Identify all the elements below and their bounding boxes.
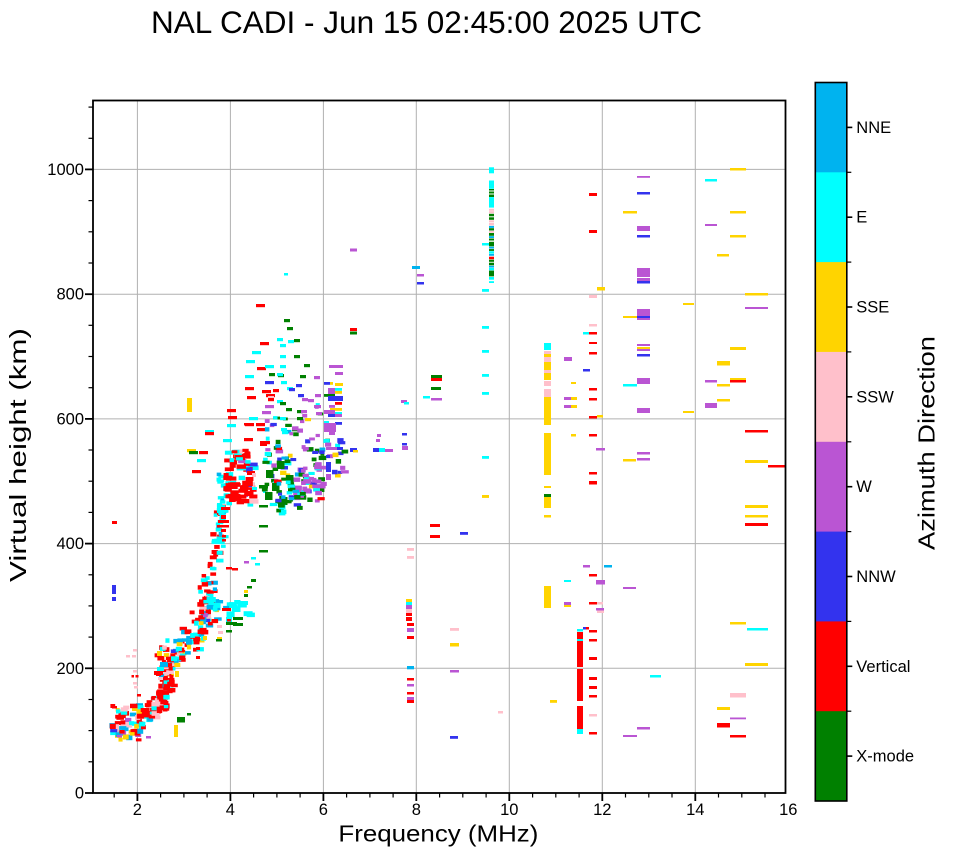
svg-text:SSW: SSW <box>856 388 894 406</box>
svg-text:W: W <box>856 478 872 496</box>
svg-text:10: 10 <box>500 801 518 819</box>
svg-text:Frequency (MHz): Frequency (MHz) <box>338 821 538 847</box>
svg-text:14: 14 <box>686 801 704 819</box>
svg-text:2: 2 <box>133 801 142 819</box>
svg-text:NAL CADI - Jun 15 02:45:00 202: NAL CADI - Jun 15 02:45:00 2025 UTC <box>151 4 702 40</box>
svg-text:NNE: NNE <box>856 119 891 137</box>
svg-text:0: 0 <box>75 785 84 803</box>
svg-text:200: 200 <box>56 660 84 678</box>
svg-text:6: 6 <box>319 801 328 819</box>
svg-text:X-mode: X-mode <box>856 748 914 766</box>
svg-text:NNW: NNW <box>856 568 896 586</box>
svg-text:Vertical: Vertical <box>856 658 910 676</box>
svg-text:16: 16 <box>779 801 797 819</box>
svg-text:Azimuth Direction: Azimuth Direction <box>914 336 940 550</box>
svg-text:400: 400 <box>56 535 84 553</box>
svg-text:Virtual height (km): Virtual height (km) <box>5 328 31 582</box>
svg-text:600: 600 <box>56 410 84 428</box>
svg-text:800: 800 <box>56 286 84 304</box>
svg-text:12: 12 <box>593 801 611 819</box>
svg-text:4: 4 <box>226 801 235 819</box>
svg-text:1000: 1000 <box>47 161 84 179</box>
svg-text:E: E <box>856 209 867 227</box>
svg-text:SSE: SSE <box>856 299 889 317</box>
svg-text:8: 8 <box>412 801 421 819</box>
